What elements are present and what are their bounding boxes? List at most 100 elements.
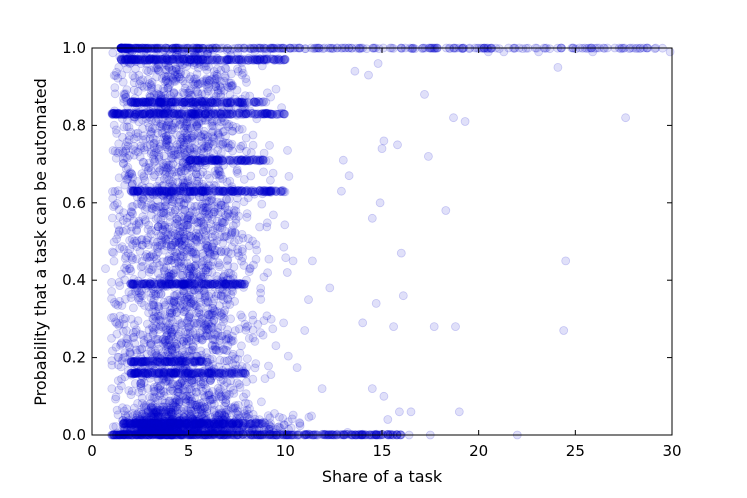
data-point [121, 251, 131, 261]
data-point [107, 384, 117, 394]
data-point [169, 338, 179, 347]
data-point [155, 275, 164, 285]
data-point [118, 326, 128, 336]
data-point [182, 133, 192, 143]
data-point [111, 299, 121, 309]
data-point [153, 163, 163, 173]
data-point [128, 185, 138, 195]
data-point [214, 410, 224, 420]
data-point [217, 277, 227, 287]
data-point [142, 253, 152, 262]
data-point [271, 84, 281, 94]
data-point [114, 139, 124, 149]
data-point [161, 263, 171, 273]
data-point [171, 354, 181, 364]
data-point [264, 361, 273, 371]
data-point [149, 311, 159, 321]
data-point [163, 71, 173, 81]
data-point [150, 387, 160, 396]
data-point [174, 388, 184, 397]
data-point [160, 310, 169, 320]
data-point [141, 134, 151, 144]
data-point [223, 295, 233, 305]
data-point [206, 322, 216, 331]
data-point [202, 143, 212, 153]
data-point [230, 227, 240, 237]
data-point [213, 145, 223, 155]
data-point [205, 373, 215, 383]
data-point [242, 377, 251, 387]
data-point [265, 429, 275, 439]
data-point [181, 54, 191, 63]
data-point [163, 256, 173, 266]
data-point [237, 279, 247, 289]
data-point [153, 185, 163, 194]
data-point [144, 220, 154, 230]
data-point [268, 210, 278, 220]
data-point [132, 368, 142, 378]
data-point [156, 289, 166, 299]
data-point [148, 330, 158, 339]
data-point [142, 53, 151, 62]
data-point [152, 244, 162, 253]
data-point [226, 335, 236, 345]
data-point [127, 169, 137, 179]
data-point [179, 105, 189, 115]
data-point [168, 153, 178, 163]
data-point [209, 399, 219, 409]
data-point [135, 246, 145, 256]
data-point [183, 215, 192, 225]
data-point [199, 182, 209, 192]
data-point [238, 244, 247, 254]
data-point [109, 237, 119, 247]
data-point [237, 312, 247, 322]
data-point [212, 69, 222, 79]
data-point [135, 288, 145, 298]
data-point [191, 207, 201, 217]
data-point [169, 369, 179, 379]
data-point [164, 279, 174, 288]
data-point [168, 194, 178, 204]
data-point [147, 265, 157, 275]
data-point [153, 84, 163, 93]
data-point [232, 155, 242, 165]
data-point [185, 145, 195, 155]
data-point [187, 245, 197, 255]
data-point [251, 240, 261, 249]
data-point [239, 392, 248, 402]
data-point [203, 297, 213, 307]
data-point [224, 120, 234, 129]
data-point [164, 141, 174, 151]
data-point [177, 270, 187, 280]
data-point [147, 84, 157, 93]
data-point [223, 261, 233, 271]
data-point [191, 249, 201, 259]
data-point [157, 74, 167, 83]
data-point [161, 76, 171, 85]
data-point [171, 63, 181, 73]
data-point [124, 122, 134, 132]
data-point [128, 280, 138, 290]
data-point [185, 186, 195, 196]
data-point [228, 359, 238, 369]
data-point [198, 179, 207, 189]
data-point [236, 341, 246, 351]
data-point [257, 199, 267, 209]
data-point [170, 258, 180, 268]
data-point [206, 251, 216, 261]
data-point [147, 354, 157, 364]
data-point [209, 95, 219, 105]
data-point [194, 123, 204, 133]
data-point [121, 145, 131, 154]
data-point [283, 351, 293, 361]
data-point [166, 404, 176, 413]
data-point [191, 150, 201, 160]
data-point [192, 179, 202, 189]
data-point [144, 267, 154, 277]
data-point [187, 406, 197, 416]
data-point [140, 56, 150, 65]
data-point [175, 246, 185, 256]
data-point [191, 107, 201, 117]
data-point [175, 146, 185, 156]
